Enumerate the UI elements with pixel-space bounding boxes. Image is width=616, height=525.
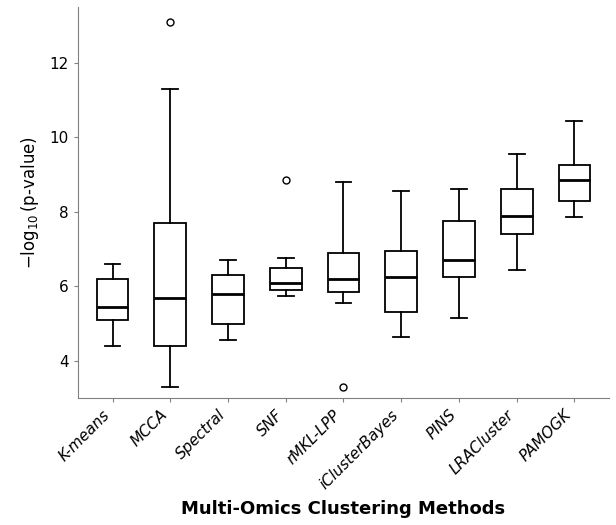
PathPatch shape [559,165,590,201]
PathPatch shape [212,275,244,323]
PathPatch shape [97,279,128,320]
Y-axis label: $-\log_{10}(\mathrm{p\text{-}value})$: $-\log_{10}(\mathrm{p\text{-}value})$ [19,136,41,269]
PathPatch shape [270,268,302,290]
PathPatch shape [386,251,417,312]
PathPatch shape [443,221,475,277]
X-axis label: Multi-Omics Clustering Methods: Multi-Omics Clustering Methods [181,500,506,518]
PathPatch shape [155,223,186,346]
PathPatch shape [328,253,359,292]
PathPatch shape [501,190,533,234]
